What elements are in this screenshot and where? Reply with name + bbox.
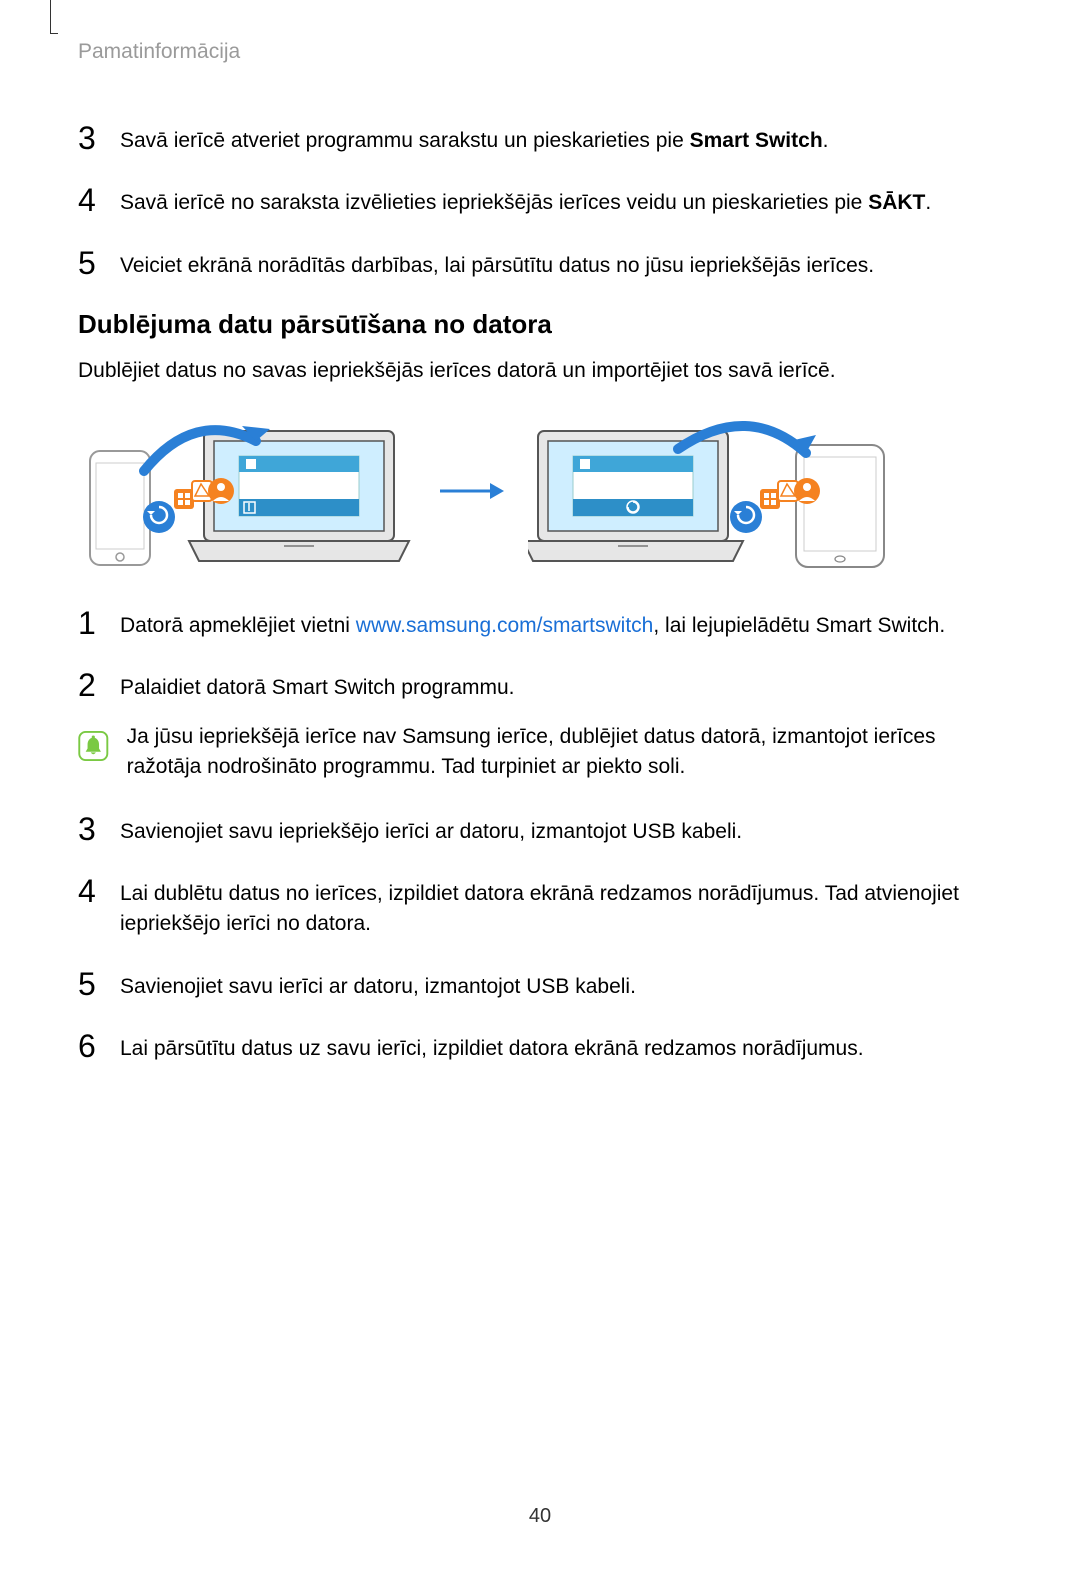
step-number: 4 (78, 875, 120, 907)
step-b4: 4 Lai dublētu datus no ierīces, izpildie… (78, 875, 1002, 940)
bell-note-icon (78, 722, 109, 770)
step-text-post: , lai lejupielādētu Smart Switch. (653, 614, 945, 637)
step-text: Savā ierīcē no saraksta izvēlieties iepr… (120, 184, 931, 218)
step-text: Savienojiet savu iepriekšējo ierīci ar d… (120, 813, 742, 847)
step-text: Lai dublētu datus no ierīces, izpildiet … (120, 875, 1002, 940)
step-b5: 5 Savienojiet savu ierīci ar datoru, izm… (78, 968, 1002, 1002)
step-text-post: . (823, 129, 829, 152)
section-description: Dublējiet datus no savas iepriekšējās ie… (78, 356, 1002, 386)
step-5: 5 Veiciet ekrānā norādītās darbības, lai… (78, 247, 1002, 281)
step-text-pre: Savā ierīcē atveriet programmu sarakstu … (120, 129, 690, 152)
step-b3: 3 Savienojiet savu iepriekšējo ierīci ar… (78, 813, 1002, 847)
step-b2: 2 Palaidiet datorā Smart Switch programm… (78, 669, 1002, 703)
step-text: Palaidiet datorā Smart Switch programmu. (120, 669, 515, 703)
arrow-right-icon (436, 471, 506, 511)
step-number: 2 (78, 669, 120, 701)
step-text: Datorā apmeklējiet vietni www.samsung.co… (120, 607, 945, 641)
step-text-bold: SĀKT (868, 191, 925, 214)
step-text: Savienojiet savu ierīci ar datoru, izman… (120, 968, 636, 1002)
page-number: 40 (78, 1505, 1002, 1528)
illustration-left-icon (84, 411, 414, 571)
smartswitch-link[interactable]: www.samsung.com/smartswitch (356, 614, 654, 637)
step-b1: 1 Datorā apmeklējiet vietni www.samsung.… (78, 607, 1002, 641)
step-text-pre: Palaidiet datorā Smart Switch programmu. (120, 676, 515, 699)
step-number: 5 (78, 247, 120, 279)
step-b6: 6 Lai pārsūtītu datus uz savu ierīci, iz… (78, 1030, 1002, 1064)
step-text: Veiciet ekrānā norādītās darbības, lai p… (120, 247, 874, 281)
step-number: 4 (78, 184, 120, 216)
header-title: Pamatinformācija (78, 40, 1002, 64)
step-number: 3 (78, 813, 120, 845)
step-text-bold: Smart Switch (690, 129, 823, 152)
step-text-pre: Datorā apmeklējiet vietni (120, 614, 356, 637)
step-text: Lai pārsūtītu datus uz savu ierīci, izpi… (120, 1030, 864, 1064)
step-text-post: . (925, 191, 931, 214)
step-4: 4 Savā ierīcē no saraksta izvēlieties ie… (78, 184, 1002, 218)
step-text-pre: Savā ierīcē no saraksta izvēlieties iepr… (120, 191, 868, 214)
illustration-right-icon (528, 411, 888, 571)
page-content: Pamatinformācija 3 Savā ierīcē atveriet … (0, 0, 1080, 1578)
step-text: Savā ierīcē atveriet programmu sarakstu … (120, 122, 829, 156)
step-number: 5 (78, 968, 120, 1000)
section-title: Dublējuma datu pārsūtīšana no datora (78, 309, 1002, 340)
step-number: 3 (78, 122, 120, 154)
note-row: Ja jūsu iepriekšējā ierīce nav Samsung i… (78, 722, 1002, 783)
step-number: 6 (78, 1030, 120, 1062)
page-tab-mark (50, 0, 58, 34)
step-number: 1 (78, 607, 120, 639)
step-3: 3 Savā ierīcē atveriet programmu sarakst… (78, 122, 1002, 156)
step-text-pre: Veiciet ekrānā norādītās darbības, lai p… (120, 254, 874, 277)
note-text: Ja jūsu iepriekšējā ierīce nav Samsung i… (127, 722, 1002, 783)
transfer-illustration (84, 411, 1002, 571)
